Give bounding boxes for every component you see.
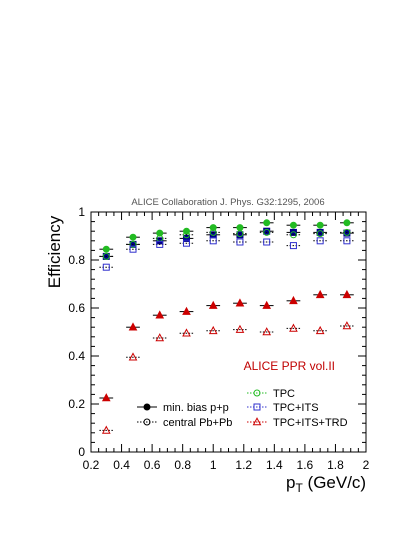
- data-point: [263, 238, 271, 246]
- data-point: [101, 393, 111, 402]
- series-tpc-its-pbpb: [99, 237, 354, 271]
- data-point: [289, 228, 297, 236]
- data-point: [289, 295, 298, 305]
- x-tick-label: 0.8: [174, 458, 191, 472]
- data-point: [235, 298, 245, 307]
- data-point: [209, 237, 217, 245]
- data-point: [289, 242, 297, 250]
- data-point: [155, 310, 165, 319]
- legend: min. bias p+p central Pb+Pb TPC TPC+ITS TPC+…: [137, 388, 348, 429]
- data-point: [209, 228, 217, 236]
- series-tpc-pp: [99, 219, 354, 253]
- data-point: [235, 324, 245, 333]
- data-point: [156, 229, 164, 237]
- data-point: [342, 289, 352, 299]
- legend-label: TPC+ITS+TRD: [273, 417, 348, 429]
- data-point: [102, 252, 110, 260]
- data-point: [289, 221, 297, 229]
- y-tick-label: 0: [78, 445, 85, 459]
- plot-frame: [90, 211, 367, 453]
- data-point: [343, 219, 351, 227]
- data-point: [155, 333, 165, 342]
- x-axis-title: pT (GeV/c): [286, 473, 366, 495]
- series-tpc-its-trd-pp: [99, 289, 354, 402]
- x-tick-label: 0.6: [144, 458, 161, 472]
- y-axis-title: Efficiency: [45, 215, 64, 288]
- data-point: [208, 325, 218, 335]
- data-point: [342, 321, 352, 330]
- plot-border: [90, 211, 367, 453]
- legend-marker: [253, 389, 261, 397]
- data-point: [236, 238, 244, 246]
- series-layer: [99, 219, 354, 434]
- data-point: [263, 228, 271, 236]
- x-axis-title-main: p: [286, 473, 295, 492]
- data-point: [315, 325, 325, 335]
- x-tick-label: 1.2: [235, 458, 252, 472]
- x-tick-label: 1.8: [327, 458, 344, 472]
- data-point: [128, 352, 138, 361]
- series-tpc-its-trd-pbpb: [99, 321, 354, 434]
- legend-marker: [253, 403, 261, 411]
- data-point: [316, 221, 324, 229]
- legend-marker: [143, 403, 151, 411]
- data-point: [236, 230, 244, 238]
- x-tick-label: 2: [363, 458, 370, 472]
- data-point: [343, 228, 351, 236]
- data-point: [182, 231, 190, 239]
- x-axis-title-unit: (GeV/c): [303, 473, 366, 492]
- x-axis-title-sub: T: [295, 481, 303, 495]
- y-tick-label: 0.4: [68, 349, 85, 363]
- x-tick-label: 0.2: [83, 458, 100, 472]
- data-point: [236, 224, 244, 232]
- data-point: [156, 237, 164, 245]
- legend-label: min. bias p+p: [163, 402, 229, 414]
- tick-labels: 0.2 0.4 0.6 0.8 1 1.2 1.4 1.6 1.8 200.20.40.60.81: [68, 205, 369, 472]
- x-tick-label: 1.4: [266, 458, 283, 472]
- data-point: [209, 224, 217, 232]
- y-tick-label: 1: [78, 205, 85, 219]
- data-point: [129, 240, 137, 248]
- axis-ticks: [90, 211, 367, 453]
- data-point: [343, 237, 351, 245]
- data-point: [156, 240, 164, 248]
- data-point: [262, 327, 272, 336]
- data-point: [316, 237, 324, 245]
- data-point: [263, 219, 271, 227]
- legend-label: TPC: [273, 388, 295, 400]
- y-tick-label: 0.6: [68, 301, 85, 315]
- y-tick-label: 0.8: [68, 253, 85, 267]
- data-point: [262, 300, 272, 309]
- legend-label: TPC+ITS: [273, 402, 319, 414]
- x-tick-label: 0.4: [113, 458, 130, 472]
- data-point: [102, 263, 110, 271]
- data-point: [129, 233, 137, 241]
- data-point: [128, 322, 138, 331]
- data-point: [182, 328, 191, 337]
- data-point: [129, 245, 137, 253]
- data-point: [182, 234, 190, 242]
- data-point: [182, 306, 191, 315]
- y-tick-label: 0.2: [68, 397, 85, 411]
- data-point: [102, 245, 110, 253]
- data-point: [182, 227, 190, 235]
- data-point: [101, 425, 111, 434]
- data-point: [208, 300, 218, 309]
- chart-header: ALICE Collaboration J. Phys. G32:1295, 2…: [131, 197, 324, 208]
- legend-marker: [143, 418, 151, 426]
- legend-label: central Pb+Pb: [163, 417, 232, 429]
- annotation-ppr: ALICE PPR vol.II: [244, 359, 335, 373]
- x-tick-label: 1: [210, 458, 217, 472]
- legend-marker: [252, 417, 262, 426]
- data-point: [315, 289, 325, 299]
- data-point: [182, 239, 190, 247]
- data-point: [289, 323, 298, 332]
- data-point: [316, 230, 324, 238]
- series-tpc-its-pp: [99, 227, 354, 260]
- series-tpc-pbpb: [99, 228, 354, 260]
- x-tick-label: 1.6: [297, 458, 314, 472]
- data-point: [289, 231, 297, 239]
